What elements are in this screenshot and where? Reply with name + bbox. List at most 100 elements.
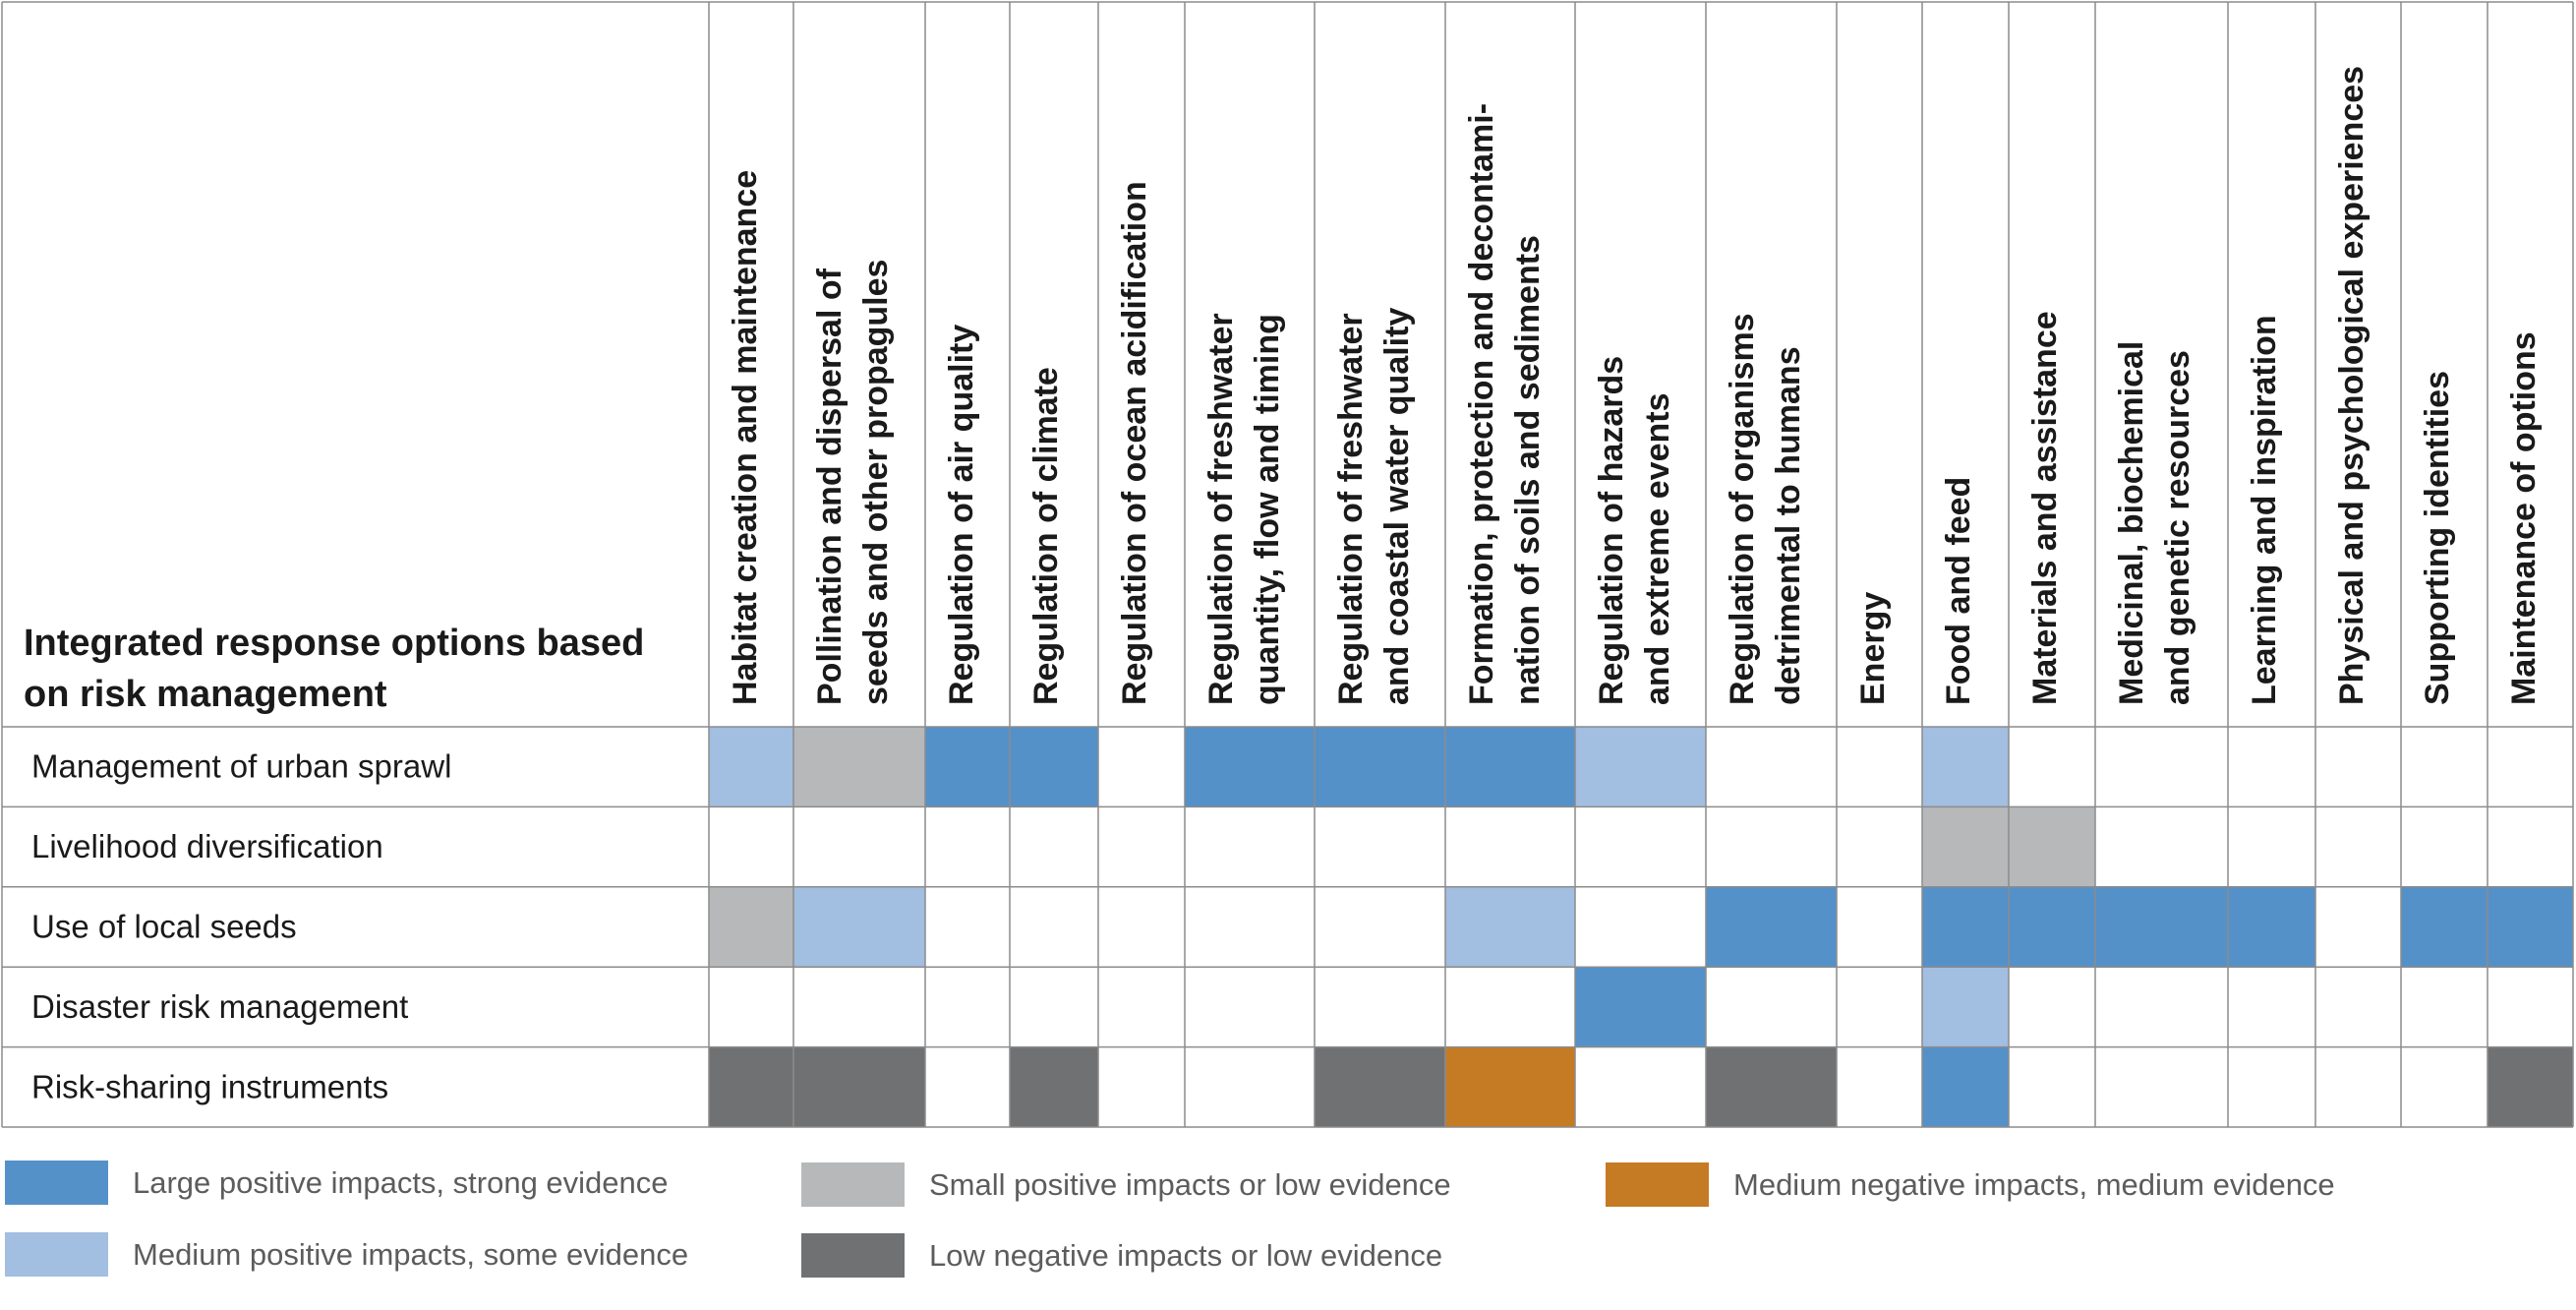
- column-header-line: Habitat creation and maintenance: [727, 170, 764, 705]
- column-header-line: quantity, flow and timing: [1249, 314, 1286, 705]
- heatmap-cell: [1010, 1046, 1098, 1127]
- column-header: Regulation of air quality: [943, 325, 980, 705]
- heatmap-cell: [2095, 806, 2228, 887]
- heatmap-cell: [925, 806, 1010, 887]
- grid-lines: [1, 1, 2574, 1128]
- heatmap-cell: [2228, 806, 2315, 887]
- column-header-line: and genetic resources: [2159, 350, 2196, 705]
- heatmap-cell: [793, 886, 925, 968]
- row-label: Livelihood diversification: [31, 828, 383, 864]
- row-header-title: Integrated response options based on risk…: [24, 623, 644, 715]
- heatmap-cell: [2315, 727, 2401, 807]
- column-header: Energy: [1854, 592, 1892, 705]
- heatmap-cell: [2488, 886, 2573, 968]
- heatmap-cell: [2009, 806, 2095, 887]
- heatmap-cell: [1185, 1046, 1315, 1127]
- row-label: Risk-sharing instruments: [31, 1068, 388, 1104]
- heatmap-cell: [1706, 727, 1837, 807]
- column-header-line: Pollination and dispersal of: [811, 268, 849, 705]
- row-label: Disaster risk management: [31, 988, 408, 1025]
- column-header-line: Regulation of freshwater: [1332, 313, 1370, 705]
- legend-swatch-medium-negative: [1606, 1162, 1709, 1207]
- legend-item-small-positive: Small positive impacts or low evidence: [801, 1162, 1451, 1207]
- column-header: Maintenance of options: [2505, 331, 2543, 705]
- heatmap-cell: [2488, 806, 2573, 887]
- column-header: Physical and psychological experiences: [2333, 66, 2371, 705]
- column-header-line: Food and feed: [1940, 477, 1977, 705]
- heatmap-cell: [2488, 967, 2573, 1047]
- heatmap-cell: [709, 806, 793, 887]
- heatmap-cell: [709, 1046, 793, 1127]
- column-header-line: Physical and psychological experiences: [2333, 66, 2371, 705]
- heatmap-cell: [1706, 806, 1837, 887]
- heatmap-cell: [925, 1046, 1010, 1127]
- column-header: Regulation of climate: [1027, 367, 1065, 705]
- column-header: Regulation of hazards and extreme events: [1593, 356, 1676, 705]
- heatmap-cell: [1922, 1046, 2009, 1127]
- column-header: Pollination and dispersal of seeds and ot…: [811, 260, 895, 705]
- row-label: Management of urban sprawl: [31, 748, 451, 785]
- impact-matrix: Integrated response options based on risk…: [1, 1, 2574, 1128]
- column-header-line: Regulation of air quality: [943, 325, 980, 705]
- column-header: Medicinal, biochemical and genetic resour…: [2113, 341, 2196, 705]
- column-header-line: Formation, protection and decontami-: [1463, 103, 1500, 705]
- heatmap-cell: [1706, 1046, 1837, 1127]
- heatmap-cell: [1445, 1046, 1575, 1127]
- heatmap-cell: [2401, 727, 2488, 807]
- heatmap-cell: [2401, 967, 2488, 1047]
- heatmap-cell: [1837, 1046, 1922, 1127]
- legend-item-large-positive: Large positive impacts, strong evidence: [5, 1161, 669, 1205]
- heatmap-cell: [1010, 727, 1098, 807]
- heatmap-cell: [1185, 806, 1315, 887]
- heatmap-cell: [925, 727, 1010, 807]
- heatmap-cell: [2095, 1046, 2228, 1127]
- heatmap-cell: [1706, 886, 1837, 968]
- heatmap-cell: [1922, 886, 2009, 968]
- heatmap-cell: [1575, 727, 1706, 807]
- column-header: Habitat creation and maintenance: [727, 170, 764, 705]
- column-header: Regulation of ocean acidification: [1116, 181, 1153, 705]
- row-label: Use of local seeds: [31, 909, 297, 945]
- heatmap-cell: [1922, 967, 2009, 1047]
- heatmap-cell: [1445, 727, 1575, 807]
- heatmap-cell: [2228, 886, 2315, 968]
- column-header-line: nation of soils and sediments: [1509, 235, 1547, 705]
- heatmap-cell: [2315, 886, 2401, 968]
- heatmap-cell: [2401, 806, 2488, 887]
- heatmap-cell: [1575, 806, 1706, 887]
- legend-swatch-large-positive: [5, 1161, 108, 1205]
- heatmap-cell: [2488, 1046, 2573, 1127]
- column-header-line: Regulation of organisms: [1724, 313, 1761, 705]
- heatmap-cell: [2401, 886, 2488, 968]
- legend-swatch-small-positive: [801, 1162, 905, 1207]
- legend-item-medium-positive: Medium positive impacts, some evidence: [5, 1232, 688, 1277]
- column-header: Regulation of freshwater quantity, flow a…: [1202, 313, 1286, 705]
- column-header-line: Regulation of ocean acidification: [1116, 181, 1153, 705]
- heatmap-cell: [1098, 967, 1185, 1047]
- legend: Large positive impacts, strong evidence …: [0, 1151, 2576, 1298]
- heatmap-cell: [1185, 886, 1315, 968]
- legend-item-medium-negative: Medium negative impacts, medium evidence: [1606, 1162, 2335, 1207]
- heatmap-cell: [1837, 727, 1922, 807]
- heatmap-cell: [2009, 1046, 2095, 1127]
- heatmap-cell: [709, 727, 793, 807]
- heatmap-cell: [1098, 886, 1185, 968]
- column-header: Formation, protection and decontami-nati…: [1463, 103, 1547, 705]
- column-header-line: detrimental to humans: [1770, 346, 1807, 705]
- heatmap-cell: [1010, 967, 1098, 1047]
- column-header-line: seeds and other propagules: [857, 260, 895, 705]
- column-header-line: Supporting identities: [2419, 371, 2456, 705]
- column-header: Regulation of organisms detrimental to hu…: [1724, 313, 1807, 705]
- heatmap-cell: [2095, 727, 2228, 807]
- heatmap-cell: [1010, 886, 1098, 968]
- column-header-line: Energy: [1854, 592, 1892, 705]
- heatmap-cell: [1445, 886, 1575, 968]
- column-header-line: Regulation of climate: [1027, 367, 1065, 705]
- heatmap-cell: [1315, 727, 1445, 807]
- legend-label: Medium negative impacts, medium evidence: [1733, 1166, 2335, 1202]
- heatmap-cell: [1098, 806, 1185, 887]
- legend-item-low-negative: Low negative impacts or low evidence: [801, 1233, 1442, 1278]
- heatmap-cell: [2228, 1046, 2315, 1127]
- heatmap-cell: [793, 1046, 925, 1127]
